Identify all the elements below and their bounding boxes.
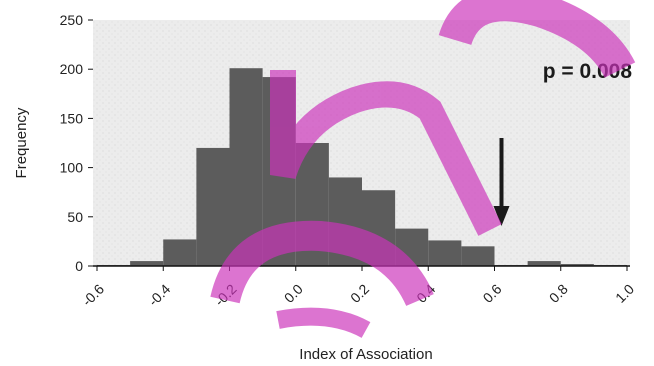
histogram-bar xyxy=(461,246,495,266)
x-tick-label: 0.8 xyxy=(546,281,571,306)
watermark-stroke-4 xyxy=(276,307,371,339)
y-ticks-layer: 0 50 100 150 200 250 xyxy=(60,12,93,274)
histogram-bar xyxy=(163,239,197,266)
y-tick-label: 50 xyxy=(67,209,83,225)
histogram-bar xyxy=(560,264,594,266)
y-tick-label: 200 xyxy=(60,61,84,77)
x-tick-label: 0.2 xyxy=(347,281,372,306)
x-tick-label: 0.0 xyxy=(281,281,306,306)
y-axis-label: Frequency xyxy=(13,107,30,178)
histogram-bar xyxy=(527,261,561,266)
histogram-bar xyxy=(428,240,462,266)
x-tick-label: -0.6 xyxy=(79,281,108,310)
x-tick-label: 0.6 xyxy=(480,281,505,306)
x-ticks-layer: -0.6 -0.4 -0.2 0.0 0.2 0.4 0.6 0.8 1.0 xyxy=(79,266,637,310)
watermark xyxy=(210,0,636,339)
y-tick-label: 100 xyxy=(60,160,84,176)
histogram-bar xyxy=(130,261,164,266)
x-axis-label: Index of Association xyxy=(299,346,432,363)
arrow-head xyxy=(493,206,510,226)
observed-value-arrow xyxy=(493,138,510,226)
watermark-stroke-1 xyxy=(270,70,502,236)
x-tick-label: -0.4 xyxy=(145,281,174,310)
y-tick-label: 150 xyxy=(60,110,84,126)
x-tick-label: 1.0 xyxy=(612,281,637,306)
histogram-bar xyxy=(196,147,230,266)
y-tick-label: 250 xyxy=(60,12,84,28)
watermark-stroke-3 xyxy=(210,220,434,307)
y-tick-label: 0 xyxy=(75,258,83,274)
watermark-stroke-2 xyxy=(438,0,636,79)
